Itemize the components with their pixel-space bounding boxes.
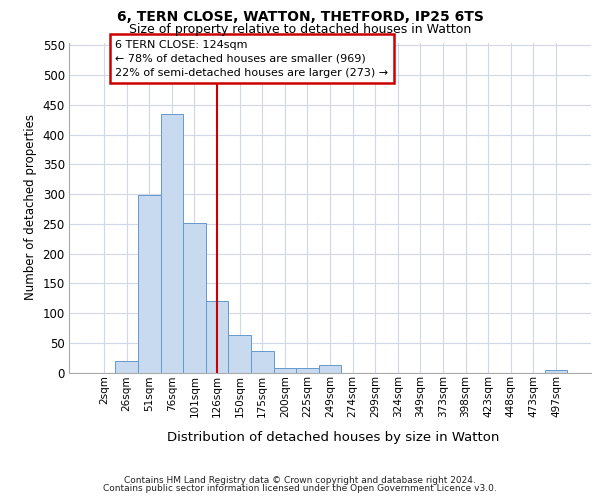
Bar <box>545 370 567 372</box>
Text: 6 TERN CLOSE: 124sqm
← 78% of detached houses are smaller (969)
22% of semi-deta: 6 TERN CLOSE: 124sqm ← 78% of detached h… <box>115 40 388 78</box>
Bar <box>319 365 341 372</box>
Text: Contains public sector information licensed under the Open Government Licence v3: Contains public sector information licen… <box>103 484 497 493</box>
Bar <box>138 196 161 372</box>
Bar <box>251 351 274 372</box>
Bar <box>296 368 319 372</box>
Bar <box>274 368 296 372</box>
Text: Contains HM Land Registry data © Crown copyright and database right 2024.: Contains HM Land Registry data © Crown c… <box>124 476 476 485</box>
Text: 6, TERN CLOSE, WATTON, THETFORD, IP25 6TS: 6, TERN CLOSE, WATTON, THETFORD, IP25 6T… <box>116 10 484 24</box>
Bar <box>206 301 229 372</box>
Bar <box>229 335 251 372</box>
Bar <box>183 222 206 372</box>
Text: Distribution of detached houses by size in Watton: Distribution of detached houses by size … <box>167 431 499 444</box>
Text: Size of property relative to detached houses in Watton: Size of property relative to detached ho… <box>129 22 471 36</box>
Bar <box>161 114 183 372</box>
Y-axis label: Number of detached properties: Number of detached properties <box>24 114 37 300</box>
Bar <box>115 360 138 372</box>
